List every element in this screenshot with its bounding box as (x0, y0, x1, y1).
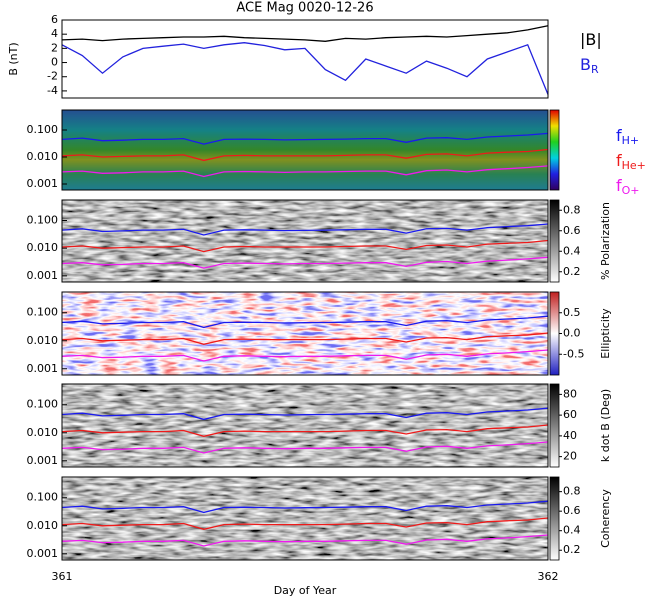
frequency-line (61, 239, 549, 253)
chart-title: ACE Mag 0020-12-26 (236, 1, 373, 16)
y-tick-label: 0.010 (27, 150, 59, 163)
frequency-line (61, 441, 549, 454)
y-tick-label: 0.010 (27, 241, 59, 254)
y-tick-label: 0.010 (27, 519, 59, 532)
frequency-line (61, 517, 549, 530)
colorbar-tick-label: 20 (563, 450, 577, 463)
colorbar-tick-label: 0.5 (563, 306, 581, 319)
y-tick-label: -4 (47, 84, 58, 97)
frequency-line (61, 256, 549, 269)
frequency-line (61, 349, 549, 362)
legend-text: f (616, 176, 622, 195)
legend-sub: He+ (622, 159, 646, 172)
plot-frame (61, 109, 549, 191)
frequency-line (61, 407, 549, 421)
frequency-line (61, 500, 549, 514)
y-axis-label: B (nT) (7, 42, 20, 75)
colorbar-tick-label: 0.6 (563, 224, 581, 237)
colorbar-tick-label: 0.4 (563, 244, 581, 257)
legend-sub: R (591, 63, 599, 76)
colorbar-tick-label: 0.8 (563, 485, 581, 498)
legend-entry: fHe+ (616, 151, 646, 173)
spectrogram-texture (62, 110, 548, 190)
colorbar (549, 109, 560, 191)
colorbar-label: Ellipticity (599, 308, 612, 359)
frequency-line (61, 332, 549, 345)
legend-text: f (616, 126, 622, 145)
colorbar-label: Coherency (599, 489, 612, 548)
legend-text: B (580, 55, 591, 74)
y-tick-label: 0.001 (27, 362, 59, 375)
spectrogram-bg (62, 200, 548, 282)
colorbar-tick-label: 40 (563, 429, 577, 442)
y-tick-label: -2 (47, 70, 58, 83)
y-tick-label: 6 (51, 13, 58, 26)
colorbar-tick-label: 0.8 (563, 203, 581, 216)
legend-sub: O+ (622, 184, 640, 197)
frequency-line (61, 132, 549, 145)
y-tick-label: 4 (51, 27, 58, 40)
colorbar-label: k dot B (Deg) (599, 389, 612, 462)
legend-entry: fO+ (616, 176, 640, 198)
y-tick-label: 0.001 (27, 547, 59, 560)
series-line (61, 25, 549, 42)
spectrogram-bg (62, 477, 548, 560)
plot-frame (61, 383, 549, 468)
colorbar-tick-label: 60 (563, 408, 577, 421)
colorbar (549, 199, 560, 283)
y-tick-label: 2 (51, 41, 58, 54)
colorbar-tick-label: 80 (563, 387, 577, 400)
legend-entry: fH+ (616, 126, 639, 148)
colorbar (549, 476, 560, 561)
x-tick-label: 361 (52, 570, 73, 583)
y-tick-label: 0.100 (27, 306, 59, 319)
frequency-line (61, 534, 549, 547)
y-tick-label: 0.001 (27, 454, 59, 467)
series-line (61, 42, 549, 95)
frequency-line (61, 165, 549, 178)
y-tick-label: 0.100 (27, 398, 59, 411)
y-tick-label: 0 (51, 56, 58, 69)
legend-entry: |B| (580, 30, 602, 49)
y-tick-label: 0.010 (27, 334, 59, 347)
y-tick-label: 0.001 (27, 269, 59, 282)
plot-frame (61, 476, 549, 561)
colorbar-tick-label: 0.6 (563, 504, 581, 517)
y-tick-label: 0.100 (27, 491, 59, 504)
colorbar-label: % Polarization (599, 202, 612, 280)
x-axis-label: Day of Year (274, 584, 337, 597)
plot-frame (61, 291, 549, 376)
legend-sub: H+ (622, 134, 640, 147)
frequency-line (61, 148, 549, 162)
spectrogram-bg (62, 384, 548, 467)
y-tick-label: 0.100 (27, 123, 59, 136)
plot-frame (61, 19, 549, 99)
colorbar-tick-label: -0.5 (563, 347, 584, 360)
colorbar-tick-label: 0.4 (563, 524, 581, 537)
frequency-line (61, 223, 549, 236)
spectrogram-bg (62, 292, 548, 375)
legend-text: |B| (580, 30, 602, 49)
y-tick-label: 0.010 (27, 426, 59, 439)
colorbar-tick-label: 0.2 (563, 543, 581, 556)
colorbar (549, 291, 560, 376)
y-tick-label: 0.001 (27, 177, 59, 190)
x-tick-label: 362 (538, 570, 559, 583)
frequency-line (61, 424, 549, 437)
legend-entry: BR (580, 55, 599, 77)
frequency-line (61, 315, 549, 329)
colorbar-tick-label: 0.0 (563, 327, 581, 340)
colorbar-tick-label: 0.2 (563, 265, 581, 278)
y-tick-label: 0.100 (27, 213, 59, 226)
legend-text: f (616, 151, 622, 170)
plot-frame (61, 199, 549, 283)
colorbar (549, 383, 560, 468)
